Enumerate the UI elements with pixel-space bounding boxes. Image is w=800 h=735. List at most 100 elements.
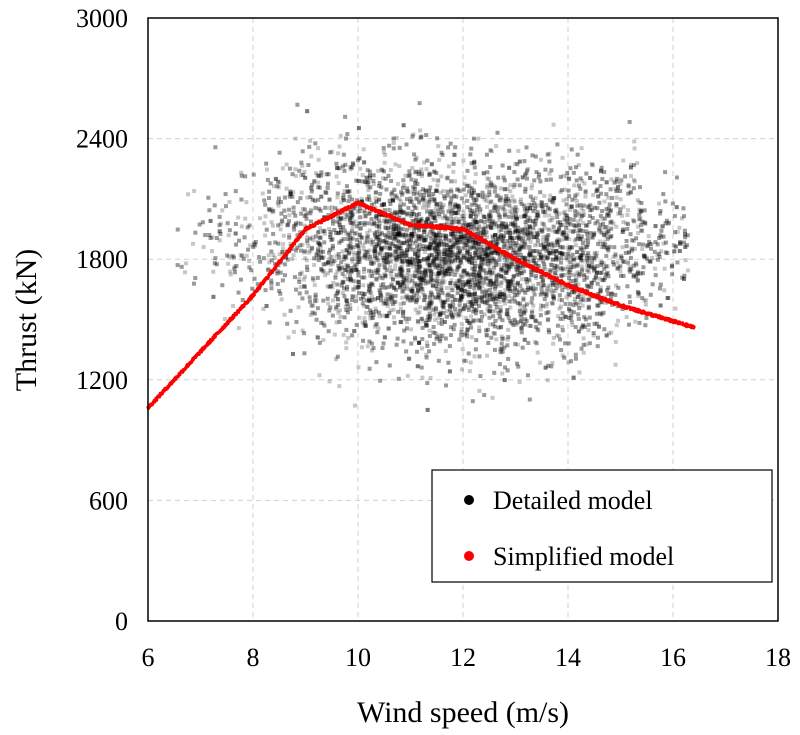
detailed-point [457, 303, 462, 308]
detailed-point [561, 251, 566, 256]
detailed-point [539, 227, 544, 232]
detailed-point [578, 203, 583, 208]
detailed-point [415, 181, 420, 186]
detailed-point [534, 261, 539, 266]
detailed-point [503, 212, 508, 217]
detailed-point [435, 274, 440, 279]
detailed-point [474, 255, 479, 260]
detailed-point [413, 178, 418, 183]
detailed-point [502, 234, 507, 239]
detailed-point [523, 212, 528, 217]
detailed-point [554, 210, 559, 215]
detailed-point [419, 316, 424, 321]
detailed-point [356, 283, 361, 288]
detailed-point [663, 250, 668, 255]
detailed-point [293, 213, 298, 218]
detailed-point [469, 325, 474, 330]
detailed-point [485, 194, 490, 199]
detailed-point [597, 290, 602, 295]
detailed-point [335, 166, 340, 171]
detailed-point [492, 205, 497, 210]
detailed-point [541, 283, 546, 288]
detailed-point [344, 327, 349, 332]
detailed-point [555, 264, 560, 269]
detailed-point [504, 278, 509, 283]
detailed-point [506, 335, 511, 340]
detailed-point [441, 233, 446, 238]
detailed-point [546, 227, 551, 232]
detailed-point [449, 260, 454, 265]
detailed-point [557, 239, 562, 244]
detailed-point [455, 255, 460, 260]
detailed-point [431, 307, 436, 312]
detailed-point [453, 252, 458, 257]
detailed-point [452, 322, 457, 327]
detailed-point [373, 324, 378, 329]
detailed-point [515, 288, 520, 293]
detailed-point [299, 248, 304, 253]
detailed-point [437, 251, 442, 256]
detailed-point [357, 232, 362, 237]
detailed-point [449, 239, 454, 244]
detailed-point [582, 181, 587, 186]
detailed-point [409, 177, 414, 182]
detailed-point [400, 295, 405, 300]
detailed-point [605, 246, 610, 251]
detailed-point [393, 224, 398, 229]
detailed-point [427, 246, 432, 251]
detailed-point [591, 255, 596, 260]
detailed-point [341, 279, 346, 284]
detailed-point [420, 287, 425, 292]
detailed-point [492, 296, 497, 301]
detailed-point [498, 305, 503, 310]
detailed-point [497, 217, 502, 222]
detailed-point [506, 267, 511, 272]
detailed-point [492, 331, 497, 336]
detailed-point [633, 319, 638, 324]
detailed-point [425, 343, 430, 348]
detailed-point [409, 234, 414, 239]
detailed-point [663, 240, 668, 245]
detailed-point [288, 189, 293, 194]
detailed-point [312, 299, 317, 304]
detailed-point [569, 289, 574, 294]
detailed-point [446, 360, 451, 365]
detailed-point [393, 236, 398, 241]
detailed-point [448, 256, 453, 261]
detailed-point [352, 329, 357, 334]
detailed-point [658, 282, 663, 287]
detailed-point [472, 201, 477, 206]
detailed-point [303, 230, 308, 235]
detailed-point [586, 270, 591, 275]
detailed-point [416, 219, 421, 224]
detailed-point [368, 313, 373, 318]
detailed-point [456, 286, 461, 291]
detailed-point [601, 225, 606, 230]
detailed-point [387, 243, 392, 248]
detailed-point [496, 175, 501, 180]
detailed-point [440, 152, 445, 157]
detailed-point [523, 290, 528, 295]
detailed-point [470, 292, 475, 297]
detailed-point [532, 292, 537, 297]
detailed-point [546, 241, 551, 246]
detailed-point [482, 215, 487, 220]
detailed-point [451, 327, 456, 332]
detailed-point [558, 190, 563, 195]
detailed-point [393, 227, 398, 232]
detailed-point [262, 221, 267, 226]
detailed-point [191, 281, 196, 286]
detailed-point [476, 241, 481, 246]
detailed-point [421, 236, 426, 241]
detailed-point [397, 145, 402, 150]
detailed-point [606, 292, 611, 297]
detailed-point [203, 233, 208, 238]
detailed-point [549, 300, 554, 305]
detailed-point [507, 198, 512, 203]
detailed-point [648, 292, 653, 297]
detailed-point [206, 195, 211, 200]
detailed-point [427, 306, 432, 311]
detailed-point [400, 251, 405, 256]
detailed-point [509, 262, 514, 267]
detailed-point [560, 328, 565, 333]
